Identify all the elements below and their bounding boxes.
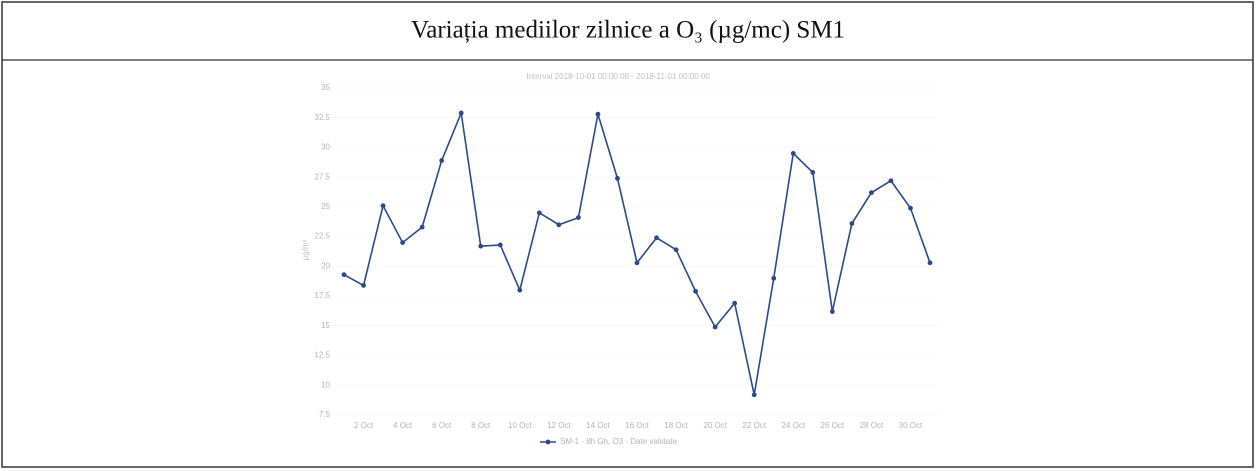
y-tick-label: 10 bbox=[321, 380, 330, 389]
data-point bbox=[771, 275, 777, 281]
data-point bbox=[419, 224, 425, 230]
data-point bbox=[673, 247, 679, 253]
data-point bbox=[361, 282, 366, 288]
x-tick-label: 22 Oct bbox=[742, 421, 766, 430]
data-point bbox=[849, 221, 855, 226]
y-tick-label: 25 bbox=[321, 202, 330, 211]
x-tick-label: 26 Oct bbox=[821, 421, 845, 430]
data-point bbox=[576, 215, 581, 221]
x-tick-label: 8 Oct bbox=[471, 421, 491, 430]
data-point bbox=[869, 190, 874, 196]
data-point bbox=[536, 210, 542, 216]
data-point bbox=[458, 110, 464, 116]
data-point bbox=[829, 309, 835, 314]
data-point bbox=[400, 240, 405, 245]
data-point bbox=[654, 235, 659, 241]
data-point bbox=[790, 151, 796, 156]
y-tick-label: 27.5 bbox=[314, 172, 330, 181]
data-point bbox=[439, 158, 445, 163]
y-tick-label: 17.5 bbox=[314, 291, 330, 300]
legend-label: SM-1 - 8h Gh. O3 - Date validate bbox=[560, 437, 677, 446]
x-tick-label: 30 Oct bbox=[899, 421, 923, 430]
data-point bbox=[888, 178, 894, 184]
x-tick-label: 16 Oct bbox=[625, 421, 649, 430]
x-tick-label: 2 Oct bbox=[354, 421, 374, 430]
x-tick-label: 28 Oct bbox=[860, 421, 884, 430]
x-tick-label: 12 Oct bbox=[547, 421, 571, 430]
chart-subtitle: Interval 2018-10-01 00:00:00 - 2018-11-0… bbox=[526, 72, 710, 81]
x-tick-label: 10 Oct bbox=[508, 421, 532, 430]
x-tick-label: 4 Oct bbox=[393, 421, 413, 430]
data-point bbox=[712, 324, 718, 330]
data-point bbox=[595, 111, 601, 117]
data-point bbox=[693, 288, 698, 294]
data-point bbox=[810, 170, 816, 175]
chart-title: Variația mediilor zilnice a O₃ (µg/mc) S… bbox=[411, 17, 845, 44]
y-tick-label: 12.5 bbox=[314, 351, 330, 360]
x-tick-label: 24 Oct bbox=[781, 421, 805, 430]
y-axis-label: µg/m³ bbox=[301, 239, 310, 260]
data-point bbox=[751, 392, 757, 398]
legend-marker bbox=[545, 439, 551, 445]
y-tick-label: 22.5 bbox=[314, 232, 330, 241]
x-tick-label: 14 Oct bbox=[586, 421, 610, 430]
y-tick-label: 30 bbox=[321, 143, 330, 152]
x-tick-label: 20 Oct bbox=[703, 421, 727, 430]
data-point bbox=[556, 222, 562, 228]
x-tick-label: 18 Oct bbox=[664, 421, 688, 430]
data-point bbox=[615, 175, 620, 181]
data-line bbox=[343, 109, 931, 395]
y-tick-label: 35 bbox=[321, 83, 330, 92]
x-tick-label: 6 Oct bbox=[432, 421, 452, 430]
data-point bbox=[517, 287, 523, 293]
y-tick-label: 20 bbox=[321, 261, 330, 270]
data-point bbox=[908, 205, 913, 211]
y-tick-label: 7.5 bbox=[319, 410, 331, 419]
data-point bbox=[341, 272, 347, 278]
y-tick-label: 15 bbox=[321, 321, 330, 330]
data-point bbox=[478, 243, 484, 249]
data-point bbox=[732, 300, 738, 306]
data-point bbox=[634, 260, 640, 266]
y-tick-label: 32.5 bbox=[314, 113, 330, 122]
data-point bbox=[497, 242, 503, 248]
data-point bbox=[380, 203, 386, 209]
data-point bbox=[927, 260, 933, 266]
